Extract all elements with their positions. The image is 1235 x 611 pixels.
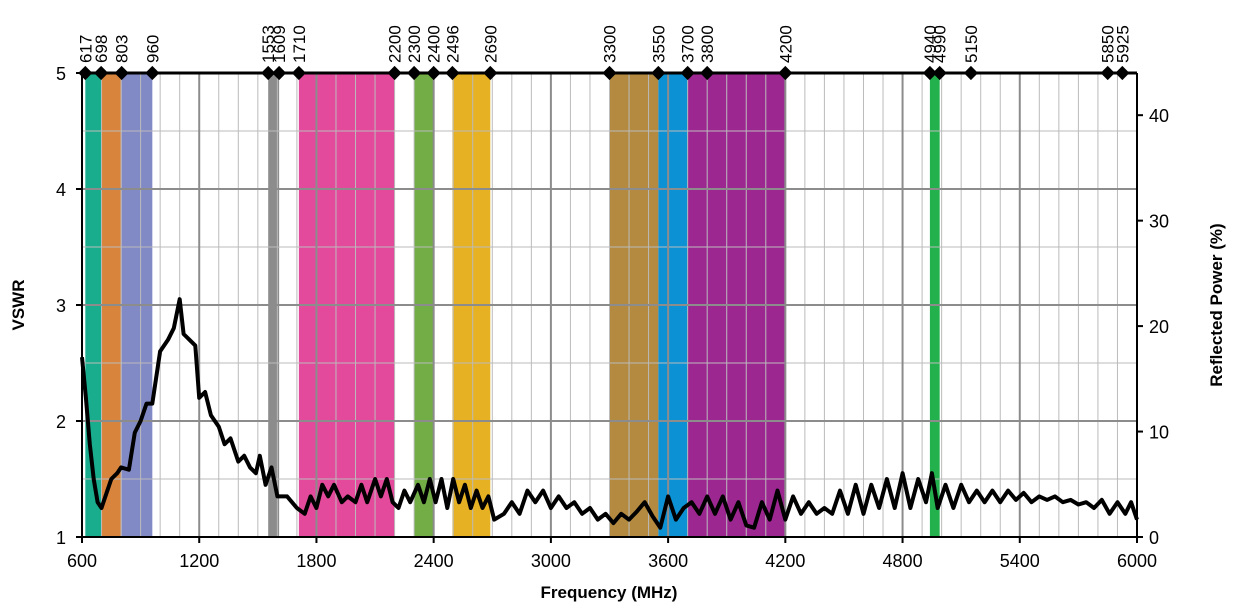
band-edge-marker <box>932 65 947 81</box>
band-edge-marker <box>700 65 715 81</box>
band-edge-label: 5150 <box>962 25 981 63</box>
band-edge-marker <box>407 65 422 81</box>
band-edge-marker <box>1115 65 1130 81</box>
band-edge-label: 3550 <box>649 25 668 63</box>
band-edge-label: 1553 <box>259 25 278 63</box>
band-edge-label: 698 <box>92 35 111 63</box>
band-edge-marker <box>387 65 402 81</box>
y2-tick-label: 0 <box>1149 528 1159 548</box>
y2-tick-label: 20 <box>1149 317 1169 337</box>
band-edge-label: 3800 <box>698 25 717 63</box>
y-tick-label: 4 <box>56 180 66 200</box>
x-tick-label: 6000 <box>1117 551 1157 571</box>
band-edge-label: 4990 <box>931 25 950 63</box>
y-tick-label: 2 <box>56 412 66 432</box>
y2-axis-label: Reflected Power (%) <box>1207 223 1226 386</box>
band-edge-label: 4940 <box>921 25 940 63</box>
band-edge-label: 4200 <box>776 25 795 63</box>
band-edge-label: 3300 <box>601 25 620 63</box>
x-tick-label: 2400 <box>414 551 454 571</box>
band-edge-marker <box>778 65 793 81</box>
y2-tick-label: 30 <box>1149 212 1169 232</box>
band-edge-marker <box>483 65 498 81</box>
band-edge-label: 803 <box>113 35 132 63</box>
band-edge-label: 2690 <box>481 25 500 63</box>
band-edge-label: 2200 <box>386 25 405 63</box>
y2-tick-label: 10 <box>1149 423 1169 443</box>
y-tick-label: 3 <box>56 296 66 316</box>
band-edge-marker <box>922 65 937 81</box>
band-edge-marker <box>261 65 276 81</box>
x-tick-label: 600 <box>67 551 97 571</box>
band-edge-label: 1710 <box>290 25 309 63</box>
vswr-line <box>80 297 1139 530</box>
x-axis-label: Frequency (MHz) <box>541 583 678 602</box>
x-tick-label: 1800 <box>296 551 336 571</box>
band-edge-label: 2400 <box>425 25 444 63</box>
band-edge-marker <box>602 65 617 81</box>
x-tick-label: 3600 <box>648 551 688 571</box>
x-tick-label: 5400 <box>1000 551 1040 571</box>
band-edge-label: 617 <box>76 35 95 63</box>
y-axis-label: VSWR <box>9 280 28 331</box>
band-edge-marker <box>963 65 979 81</box>
band-edge-marker <box>1100 65 1115 81</box>
y-tick-label: 5 <box>56 64 66 84</box>
y2-tick-label: 40 <box>1149 106 1169 126</box>
band-edge-marker <box>445 65 460 81</box>
band-edge-label: 2300 <box>405 25 424 63</box>
band-edge-marker <box>272 65 287 81</box>
band-edge-label: 960 <box>143 35 162 63</box>
x-tick-label: 4800 <box>883 551 923 571</box>
band-edge-marker <box>426 65 441 81</box>
band-edge-marker <box>651 65 666 81</box>
band-edge-label: 5850 <box>1099 25 1118 63</box>
band-edge-label: 5925 <box>1113 25 1132 63</box>
y-tick-label: 1 <box>56 528 66 548</box>
band-edge-marker <box>680 65 695 81</box>
band-edge-label: 1609 <box>270 25 289 63</box>
x-tick-label: 3000 <box>531 551 571 571</box>
band-edge-label: 3700 <box>679 25 698 63</box>
x-tick-label: 1200 <box>179 551 219 571</box>
band-edge-label: 2496 <box>443 25 462 63</box>
band-edge-marker <box>291 65 306 81</box>
x-tick-label: 4200 <box>765 551 805 571</box>
